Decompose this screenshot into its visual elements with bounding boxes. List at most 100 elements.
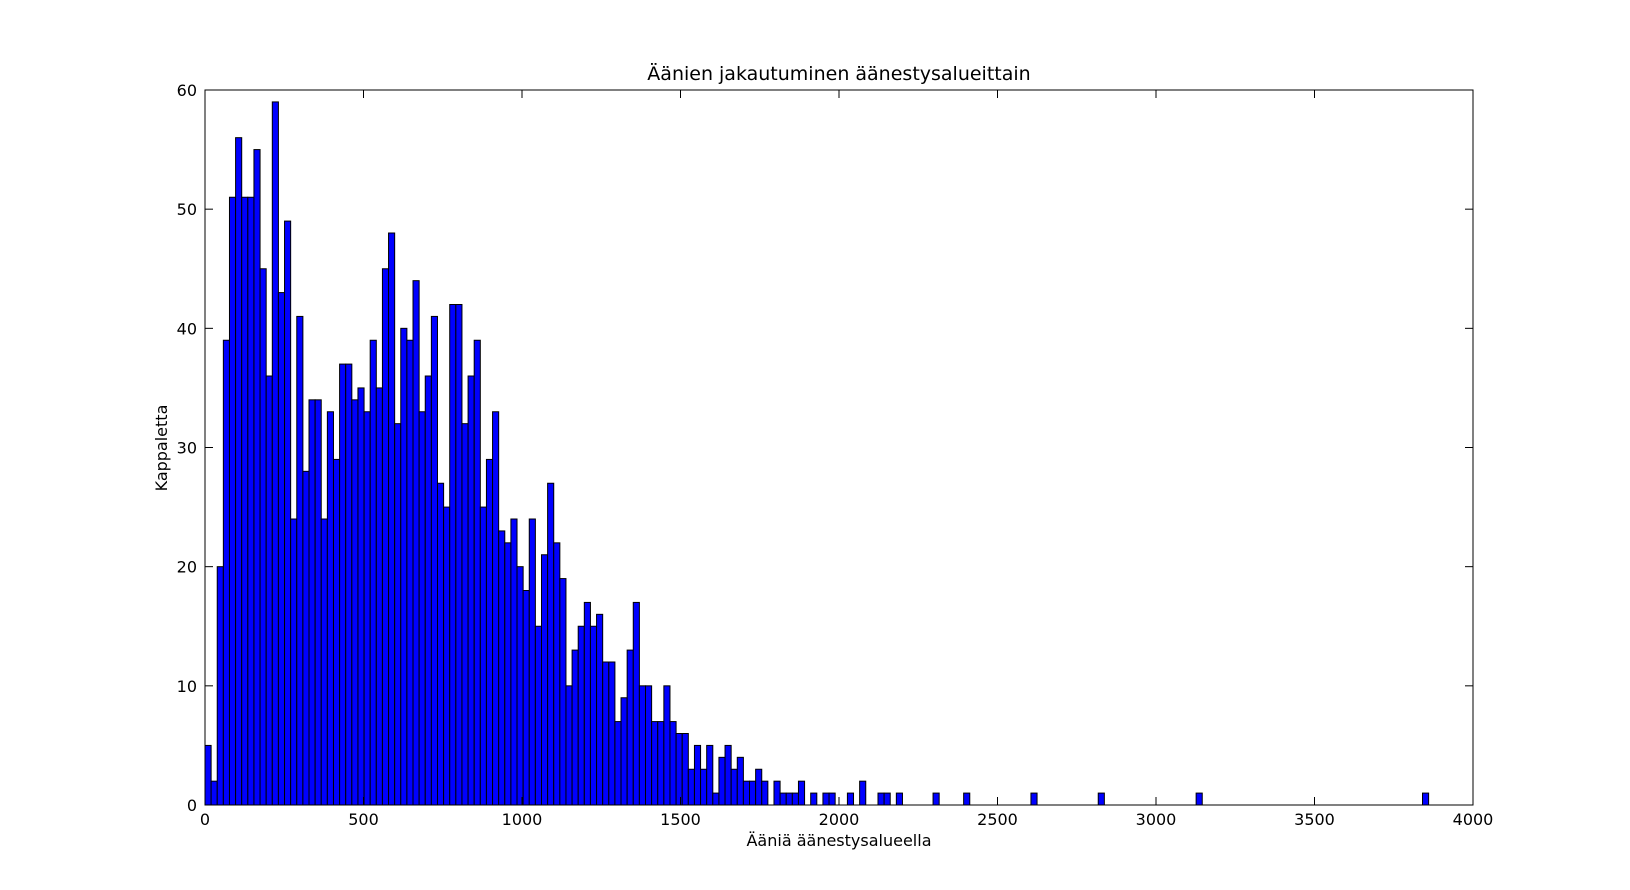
x-tick-label: 2500	[977, 810, 1018, 829]
bar	[339, 363, 347, 806]
bar	[791, 792, 799, 806]
bar	[388, 232, 396, 806]
x-tick-label: 1000	[502, 810, 543, 829]
bar	[241, 196, 249, 806]
bar	[651, 721, 659, 806]
bar	[681, 733, 689, 806]
bar	[296, 315, 304, 806]
bar	[749, 780, 757, 806]
bar	[455, 304, 463, 806]
bar	[314, 399, 322, 806]
bar	[516, 566, 524, 806]
bar	[1030, 792, 1038, 806]
bar	[443, 506, 451, 806]
bar	[742, 780, 751, 806]
bar	[1422, 792, 1430, 806]
bar	[534, 625, 542, 806]
bar	[290, 518, 298, 806]
bar	[406, 339, 414, 806]
bar	[583, 601, 591, 806]
bar	[271, 101, 279, 806]
y-tick-label: 60	[177, 81, 197, 100]
x-axis-label: Ääniä äänestysalueella	[746, 831, 931, 850]
bar	[479, 506, 487, 806]
bar	[326, 411, 334, 806]
bar	[485, 458, 494, 806]
bar	[669, 721, 677, 806]
bar	[632, 601, 640, 806]
bar	[424, 375, 432, 806]
bar	[645, 685, 653, 806]
x-tick-label: 3000	[1136, 810, 1177, 829]
y-tick-label: 40	[177, 319, 197, 338]
bar	[559, 578, 567, 806]
bar	[461, 423, 469, 806]
bar	[828, 792, 836, 806]
bar	[222, 339, 230, 806]
bar	[693, 744, 702, 806]
y-tick-label: 0	[187, 796, 197, 815]
bar	[730, 768, 738, 806]
bar	[883, 792, 891, 806]
bar	[265, 375, 273, 806]
bar	[755, 768, 763, 806]
bar	[320, 518, 328, 806]
bar	[1195, 792, 1203, 806]
bar	[369, 339, 377, 806]
y-tick-label: 30	[177, 439, 197, 458]
bar	[932, 792, 940, 806]
bar	[712, 792, 720, 806]
x-tick-label: 0	[200, 810, 210, 829]
bar	[492, 411, 500, 806]
bar	[351, 399, 359, 806]
bar	[253, 149, 261, 806]
bar	[596, 613, 604, 806]
bar	[418, 411, 426, 806]
x-tick-label: 2000	[819, 810, 860, 829]
bar	[277, 292, 286, 806]
bar	[363, 411, 371, 806]
bar	[700, 768, 708, 806]
bar	[235, 137, 243, 806]
bar	[302, 470, 310, 806]
bar	[345, 363, 353, 806]
bar	[675, 733, 683, 806]
bar	[706, 744, 714, 806]
y-tick-label: 50	[177, 200, 197, 219]
bar	[394, 423, 402, 806]
bar	[657, 721, 665, 806]
bar	[687, 768, 695, 806]
x-tick-label: 4000	[1453, 810, 1494, 829]
bar	[228, 196, 237, 806]
bar	[400, 327, 408, 806]
bar	[259, 268, 267, 806]
bar	[449, 304, 457, 806]
bar	[797, 780, 806, 806]
chart-title: Äänien jakautuminen äänestysalueittain	[647, 62, 1030, 85]
bar	[589, 625, 598, 806]
bar	[1097, 792, 1105, 806]
bar	[375, 387, 383, 806]
bar	[412, 280, 420, 806]
bar	[498, 530, 506, 806]
bar	[332, 458, 341, 806]
bar	[216, 566, 224, 806]
bar	[565, 685, 573, 806]
bar	[785, 792, 793, 806]
bar	[522, 590, 530, 806]
bar	[204, 744, 212, 806]
bar	[381, 268, 390, 806]
bar	[736, 756, 744, 806]
bar	[467, 375, 475, 806]
bar	[553, 542, 561, 806]
bar	[577, 625, 585, 806]
bar	[284, 220, 292, 806]
x-tick-label: 1500	[660, 810, 701, 829]
bar	[436, 482, 445, 806]
bar	[761, 780, 769, 806]
bar	[608, 661, 616, 806]
bar	[547, 482, 555, 806]
bar	[430, 315, 438, 806]
bar	[602, 661, 610, 806]
